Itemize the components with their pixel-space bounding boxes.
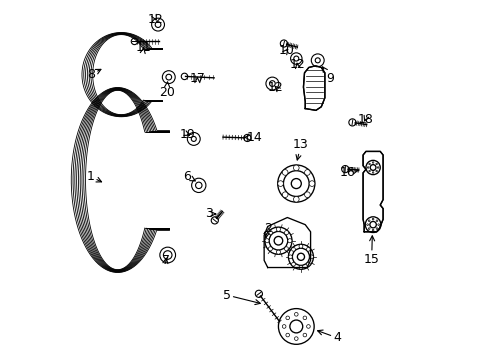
Circle shape <box>375 163 377 165</box>
Circle shape <box>276 250 280 254</box>
Text: 20: 20 <box>159 82 174 99</box>
Circle shape <box>304 192 309 198</box>
Circle shape <box>299 265 302 269</box>
Circle shape <box>264 239 268 243</box>
Circle shape <box>155 22 161 27</box>
Circle shape <box>309 255 313 259</box>
Circle shape <box>306 247 310 251</box>
Text: 3: 3 <box>204 207 215 220</box>
Text: 13: 13 <box>292 139 308 160</box>
Text: 2: 2 <box>263 222 271 238</box>
Circle shape <box>294 337 298 341</box>
Text: 12: 12 <box>148 13 163 26</box>
Circle shape <box>191 136 196 141</box>
Circle shape <box>195 182 202 189</box>
Circle shape <box>191 178 205 193</box>
Circle shape <box>282 325 285 328</box>
Polygon shape <box>363 152 382 232</box>
Text: 9: 9 <box>322 67 333 85</box>
Circle shape <box>299 244 302 248</box>
Text: 18: 18 <box>357 113 372 126</box>
Circle shape <box>367 228 369 229</box>
Circle shape <box>306 325 309 328</box>
Circle shape <box>306 262 310 266</box>
Circle shape <box>377 224 379 225</box>
Text: 15: 15 <box>363 236 379 266</box>
Circle shape <box>277 181 283 186</box>
Circle shape <box>341 166 348 173</box>
Text: 5: 5 <box>222 288 260 305</box>
Circle shape <box>151 18 164 31</box>
Circle shape <box>377 167 378 168</box>
Circle shape <box>308 181 314 186</box>
Circle shape <box>291 247 295 251</box>
Circle shape <box>276 227 280 231</box>
Circle shape <box>303 333 306 337</box>
Circle shape <box>375 170 377 172</box>
Circle shape <box>366 167 368 168</box>
Text: 8: 8 <box>87 68 101 81</box>
Circle shape <box>348 119 355 126</box>
Circle shape <box>367 220 369 221</box>
Text: 16: 16 <box>339 166 358 179</box>
Text: 12: 12 <box>267 81 283 94</box>
Circle shape <box>181 73 187 80</box>
Text: 7: 7 <box>162 254 169 267</box>
Circle shape <box>293 56 298 61</box>
Text: 17: 17 <box>189 72 205 85</box>
Text: 6: 6 <box>183 170 195 183</box>
Circle shape <box>371 162 373 163</box>
Circle shape <box>368 163 369 165</box>
Text: 4: 4 <box>317 330 341 345</box>
Text: 10: 10 <box>278 44 294 57</box>
Circle shape <box>265 77 278 90</box>
Circle shape <box>282 192 287 198</box>
Circle shape <box>294 312 298 316</box>
Circle shape <box>371 172 373 173</box>
Circle shape <box>280 40 287 47</box>
Circle shape <box>284 231 288 235</box>
Text: 11: 11 <box>136 41 151 54</box>
Circle shape <box>285 316 289 320</box>
Circle shape <box>165 74 171 80</box>
Text: 14: 14 <box>244 131 262 144</box>
Circle shape <box>163 251 172 259</box>
Circle shape <box>284 247 288 251</box>
Text: 19: 19 <box>179 128 195 141</box>
Circle shape <box>288 255 292 259</box>
Circle shape <box>160 247 175 263</box>
Circle shape <box>371 218 373 220</box>
Polygon shape <box>303 66 324 111</box>
Circle shape <box>368 170 369 172</box>
Circle shape <box>211 217 218 224</box>
Circle shape <box>371 229 373 231</box>
Text: 12: 12 <box>289 58 305 72</box>
Polygon shape <box>264 217 310 267</box>
Circle shape <box>304 170 309 175</box>
Circle shape <box>282 170 287 175</box>
Circle shape <box>293 165 299 171</box>
Circle shape <box>315 58 320 63</box>
Circle shape <box>162 71 175 84</box>
Circle shape <box>287 239 291 243</box>
Circle shape <box>303 316 306 320</box>
Circle shape <box>268 231 272 235</box>
Circle shape <box>375 220 377 221</box>
Text: 1: 1 <box>86 170 102 183</box>
Circle shape <box>291 262 295 266</box>
Circle shape <box>244 134 250 141</box>
Circle shape <box>375 228 377 229</box>
Circle shape <box>187 132 200 145</box>
Circle shape <box>290 53 302 64</box>
Circle shape <box>285 333 289 337</box>
Circle shape <box>311 54 324 67</box>
Circle shape <box>366 224 367 225</box>
Circle shape <box>293 197 299 202</box>
Circle shape <box>255 290 262 297</box>
Circle shape <box>131 38 138 45</box>
Circle shape <box>269 81 275 86</box>
Circle shape <box>268 247 272 251</box>
